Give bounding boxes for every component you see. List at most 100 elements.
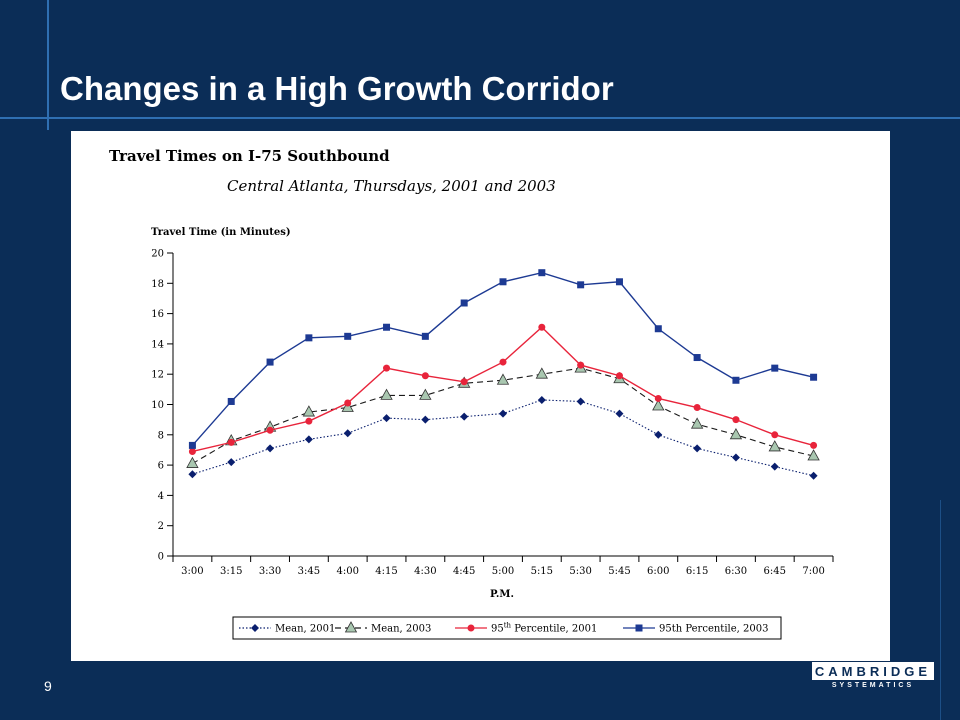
y-tick-label: 6 — [158, 461, 164, 472]
data-point — [771, 463, 779, 471]
data-point — [461, 299, 468, 306]
data-point — [694, 404, 701, 411]
data-point — [692, 418, 703, 428]
legend-label: 95th Percentile, 2003 — [659, 624, 768, 635]
x-tick-label: 3:45 — [298, 566, 320, 577]
data-point — [616, 278, 623, 285]
company-logo: CAMBRIDGE SYSTEMATICS — [812, 662, 934, 692]
legend-label: Mean, 2003 — [371, 624, 431, 635]
data-point — [536, 368, 547, 378]
y-tick-label: 12 — [151, 370, 164, 381]
data-point — [500, 359, 507, 366]
data-point — [771, 431, 778, 438]
legend-marker — [636, 625, 643, 632]
data-point — [810, 442, 817, 449]
slide-title: Changes in a High Growth Corridor — [60, 70, 614, 108]
data-point — [615, 410, 623, 418]
y-tick-label: 16 — [151, 309, 164, 320]
chart-axes: 0 2 4 6 8 10 12 14 16 18 20 3:00 3:15 3:30 3:45 4:00 4:1… — [151, 249, 833, 578]
data-point — [732, 454, 740, 462]
data-point — [810, 472, 818, 480]
series-line — [192, 327, 813, 451]
footer-rule-vertical — [940, 500, 941, 720]
data-point — [344, 429, 352, 437]
data-point — [228, 439, 235, 446]
series-3 — [189, 324, 817, 455]
data-point — [810, 374, 817, 381]
data-point — [267, 427, 274, 434]
x-tick-label: 7:00 — [802, 566, 824, 577]
x-tick-label: 4:00 — [336, 566, 358, 577]
legend-label: Mean, 2001 — [275, 624, 335, 635]
y-tick-label: 14 — [151, 339, 164, 350]
data-point — [732, 416, 739, 423]
chart-subtitle: Central Atlanta, Thursdays, 2001 and 200… — [227, 177, 556, 195]
data-point — [383, 365, 390, 372]
data-point — [538, 396, 546, 404]
x-tick-label: 6:45 — [764, 566, 786, 577]
data-point — [187, 458, 198, 468]
data-point — [500, 278, 507, 285]
data-point — [189, 448, 196, 455]
x-tick-label: 5:30 — [569, 566, 591, 577]
x-tick-label: 3:30 — [259, 566, 281, 577]
data-point — [189, 442, 196, 449]
y-tick-label: 10 — [151, 400, 164, 411]
data-point — [267, 359, 274, 366]
data-point — [383, 414, 391, 422]
data-point — [421, 416, 429, 424]
data-point — [305, 334, 312, 341]
data-point — [344, 333, 351, 340]
data-point — [577, 397, 585, 405]
data-point — [538, 269, 545, 276]
travel-time-chart: Travel Times on I-75 Southbound Central … — [71, 131, 890, 661]
data-point — [305, 435, 313, 443]
data-point — [771, 365, 778, 372]
data-point — [344, 399, 351, 406]
x-tick-label: 4:45 — [453, 566, 475, 577]
data-point — [616, 372, 623, 379]
data-point — [538, 324, 545, 331]
y-tick-label: 2 — [158, 521, 164, 532]
y-tick-label: 18 — [151, 279, 164, 290]
header-rule-horizontal — [0, 117, 960, 119]
data-point — [228, 398, 235, 405]
page-number: 9 — [44, 678, 52, 694]
x-tick-label: 5:45 — [608, 566, 630, 577]
data-point — [654, 431, 662, 439]
data-point — [694, 354, 701, 361]
data-point — [577, 362, 584, 369]
y-tick-label: 8 — [158, 430, 164, 441]
x-tick-label: 6:00 — [647, 566, 669, 577]
x-tick-label: 6:15 — [686, 566, 708, 577]
x-tick-label: 4:15 — [375, 566, 397, 577]
data-point — [188, 470, 196, 478]
data-point — [693, 444, 701, 452]
data-point — [227, 458, 235, 466]
y-axis-label: Travel Time (in Minutes) — [151, 227, 291, 238]
y-tick-label: 0 — [158, 552, 164, 563]
x-tick-label: 3:00 — [181, 566, 203, 577]
legend-marker — [468, 625, 475, 632]
y-tick-label: 4 — [158, 491, 164, 502]
x-tick-label: 5:00 — [492, 566, 514, 577]
series-1 — [188, 396, 817, 480]
data-point — [499, 410, 507, 418]
data-point — [655, 395, 662, 402]
x-tick-label: 3:15 — [220, 566, 242, 577]
x-tick-label: 6:30 — [725, 566, 747, 577]
data-point — [383, 324, 390, 331]
data-point — [266, 444, 274, 452]
x-tick-label: 5:15 — [531, 566, 553, 577]
logo-subtext: SYSTEMATICS — [812, 682, 934, 689]
chart-title: Travel Times on I-75 Southbound — [109, 147, 390, 165]
data-point — [655, 325, 662, 332]
data-point — [381, 389, 392, 399]
x-tick-label: 4:30 — [414, 566, 436, 577]
chart-panel: Travel Times on I-75 Southbound Central … — [71, 131, 890, 661]
chart-legend: Mean, 2001 Mean, 2003 95th Percentile, 200… — [233, 617, 781, 639]
chart-series — [187, 269, 819, 480]
x-axis-label: P.M. — [490, 589, 514, 600]
data-point — [732, 377, 739, 384]
y-tick-label: 20 — [151, 249, 164, 260]
